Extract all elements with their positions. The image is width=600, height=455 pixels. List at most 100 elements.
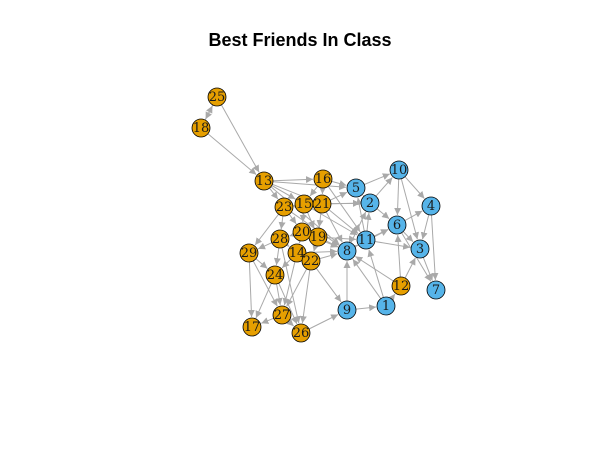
edge-29-24: [256, 259, 268, 269]
edge-4-7: [432, 215, 436, 280]
node-label: 24: [267, 268, 284, 283]
edge-28-24: [276, 248, 278, 265]
edge-1-8: [353, 259, 381, 299]
node-19: 19: [309, 228, 327, 246]
node-28: 28: [271, 230, 289, 248]
node-label: 3: [416, 242, 424, 257]
edge-9-1: [356, 307, 376, 309]
chart-title: Best Friends In Class: [0, 30, 600, 51]
edge-22-26: [302, 270, 309, 323]
node-label: 9: [343, 303, 351, 318]
node-label: 11: [358, 233, 375, 248]
edge-2-10: [376, 178, 393, 197]
edge-5-10: [364, 174, 390, 185]
node-9: 9: [338, 301, 356, 319]
node-label: 17: [244, 320, 261, 335]
edge-16-15: [310, 186, 318, 196]
edge-21-19: [319, 213, 321, 227]
node-label: 12: [393, 279, 410, 294]
node-13: 13: [255, 172, 273, 190]
edge-13-16: [273, 179, 313, 180]
node-1: 1: [377, 297, 395, 315]
node-12: 12: [392, 277, 410, 295]
node-3: 3: [411, 240, 429, 258]
node-5: 5: [347, 179, 365, 197]
edge-6-4: [405, 211, 422, 221]
edge-10-4: [405, 177, 424, 199]
edge-11-3: [375, 242, 410, 248]
node-label: 21: [314, 197, 331, 212]
edge-12-3: [405, 258, 415, 278]
edge-19-11: [327, 238, 356, 240]
edge-21-2: [331, 203, 360, 204]
node-4: 4: [422, 197, 440, 215]
node-27: 27: [273, 306, 291, 324]
edge-23-20: [289, 214, 296, 224]
node-label: 7: [432, 283, 440, 298]
node-label: 8: [343, 244, 351, 259]
node-label: 19: [310, 230, 327, 245]
edge-12-6: [398, 235, 401, 277]
node-label: 1: [382, 299, 390, 314]
node-18: 18: [192, 119, 210, 137]
edge-25-13: [221, 105, 259, 172]
node-6: 6: [388, 216, 406, 234]
edge-22-8: [320, 254, 338, 259]
edge-19-22: [314, 246, 316, 252]
edge-2-6: [377, 209, 389, 219]
edge-11-6: [374, 229, 388, 236]
edge-24-17: [256, 283, 271, 318]
node-17: 17: [243, 318, 261, 336]
node-label: 26: [293, 326, 310, 341]
edge-12-8: [355, 256, 393, 281]
edge-23-28: [281, 216, 283, 229]
node-label: 10: [391, 163, 408, 178]
edge-24-27: [277, 284, 281, 305]
node-25: 25: [208, 88, 226, 106]
node-21: 21: [313, 195, 331, 213]
node-layer: 1234567891011121314151617181920212223242…: [192, 88, 445, 342]
node-label: 27: [274, 308, 291, 323]
node-11: 11: [357, 231, 375, 249]
node-10: 10: [390, 161, 408, 179]
edge-18-25: [205, 106, 212, 120]
edge-22-9: [316, 268, 341, 302]
edge-27-17: [261, 318, 273, 323]
edge-22-27: [287, 269, 307, 306]
node-20: 20: [293, 223, 311, 241]
node-15: 15: [295, 195, 313, 213]
node-label: 4: [427, 199, 435, 214]
node-label: 13: [256, 174, 273, 189]
node-label: 5: [352, 181, 360, 196]
node-29: 29: [240, 244, 258, 262]
edge-26-9: [309, 315, 338, 330]
node-label: 29: [241, 246, 258, 261]
edge-20-14: [299, 241, 300, 244]
node-23: 23: [275, 198, 293, 216]
node-16: 16: [314, 170, 332, 188]
edge-16-5: [332, 181, 347, 185]
node-26: 26: [292, 324, 310, 342]
edge-29-17: [249, 262, 251, 317]
edge-28-29: [258, 243, 272, 249]
node-label: 15: [296, 197, 313, 212]
edge-10-6: [397, 179, 398, 215]
edge-4-3: [423, 215, 429, 240]
edge-6-3: [403, 232, 413, 242]
node-label: 28: [272, 232, 289, 247]
node-label: 22: [303, 254, 320, 269]
node-label: 18: [193, 121, 210, 136]
node-label: 16: [315, 172, 332, 187]
node-label: 2: [366, 196, 374, 211]
node-22: 22: [302, 252, 320, 270]
node-7: 7: [427, 281, 445, 299]
node-24: 24: [266, 266, 284, 284]
edge-1-12: [391, 294, 395, 299]
node-label: 20: [294, 225, 311, 240]
edge-11-2: [367, 213, 369, 231]
node-label: 23: [276, 200, 293, 215]
node-8: 8: [338, 242, 356, 260]
node-label: 25: [209, 90, 226, 105]
